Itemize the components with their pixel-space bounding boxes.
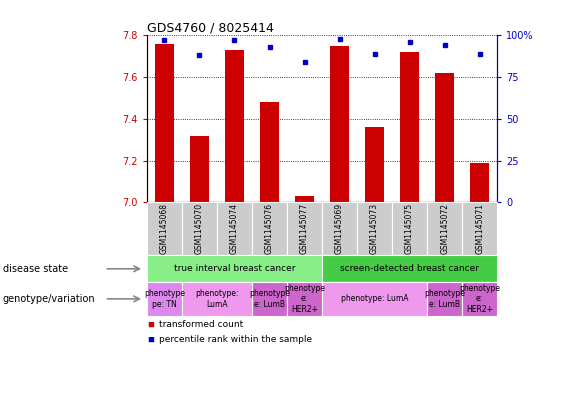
Text: GSM1145073: GSM1145073	[370, 203, 379, 255]
Text: GSM1145071: GSM1145071	[475, 204, 484, 254]
Bar	[330, 46, 349, 202]
Text: phenotype
e:
HER2+: phenotype e: HER2+	[284, 284, 325, 314]
Text: percentile rank within the sample: percentile rank within the sample	[159, 335, 312, 343]
Text: genotype/variation: genotype/variation	[3, 294, 95, 304]
Bar	[225, 50, 244, 202]
Bar	[470, 163, 489, 202]
Bar	[365, 127, 384, 202]
Text: GSM1145070: GSM1145070	[195, 203, 204, 255]
Text: phenotype
e: LumB: phenotype e: LumB	[424, 289, 465, 309]
Text: phenotype
e: LumB: phenotype e: LumB	[249, 289, 290, 309]
Text: GSM1145069: GSM1145069	[335, 203, 344, 255]
Text: GSM1145074: GSM1145074	[230, 203, 239, 255]
Text: GDS4760 / 8025414: GDS4760 / 8025414	[147, 21, 274, 34]
Text: GSM1145077: GSM1145077	[300, 203, 309, 255]
Text: GSM1145076: GSM1145076	[265, 203, 274, 255]
Bar	[260, 102, 279, 202]
Text: GSM1145075: GSM1145075	[405, 203, 414, 255]
Text: phenotype
e:
HER2+: phenotype e: HER2+	[459, 284, 500, 314]
Bar	[155, 44, 174, 202]
Text: transformed count: transformed count	[159, 320, 244, 329]
Text: ◼: ◼	[147, 335, 154, 343]
Text: screen-detected breast cancer: screen-detected breast cancer	[340, 264, 479, 273]
Text: phenotype
pe: TN: phenotype pe: TN	[144, 289, 185, 309]
Bar	[400, 52, 419, 202]
Text: phenotype: LumA: phenotype: LumA	[341, 294, 408, 303]
Text: GSM1145068: GSM1145068	[160, 204, 169, 254]
Bar	[435, 73, 454, 202]
Text: ◼: ◼	[147, 320, 154, 329]
Bar	[295, 196, 314, 202]
Text: disease state: disease state	[3, 264, 68, 274]
Text: true interval breast cancer: true interval breast cancer	[173, 264, 295, 273]
Text: GSM1145072: GSM1145072	[440, 204, 449, 254]
Bar	[190, 136, 209, 202]
Text: phenotype:
LumA: phenotype: LumA	[195, 289, 238, 309]
